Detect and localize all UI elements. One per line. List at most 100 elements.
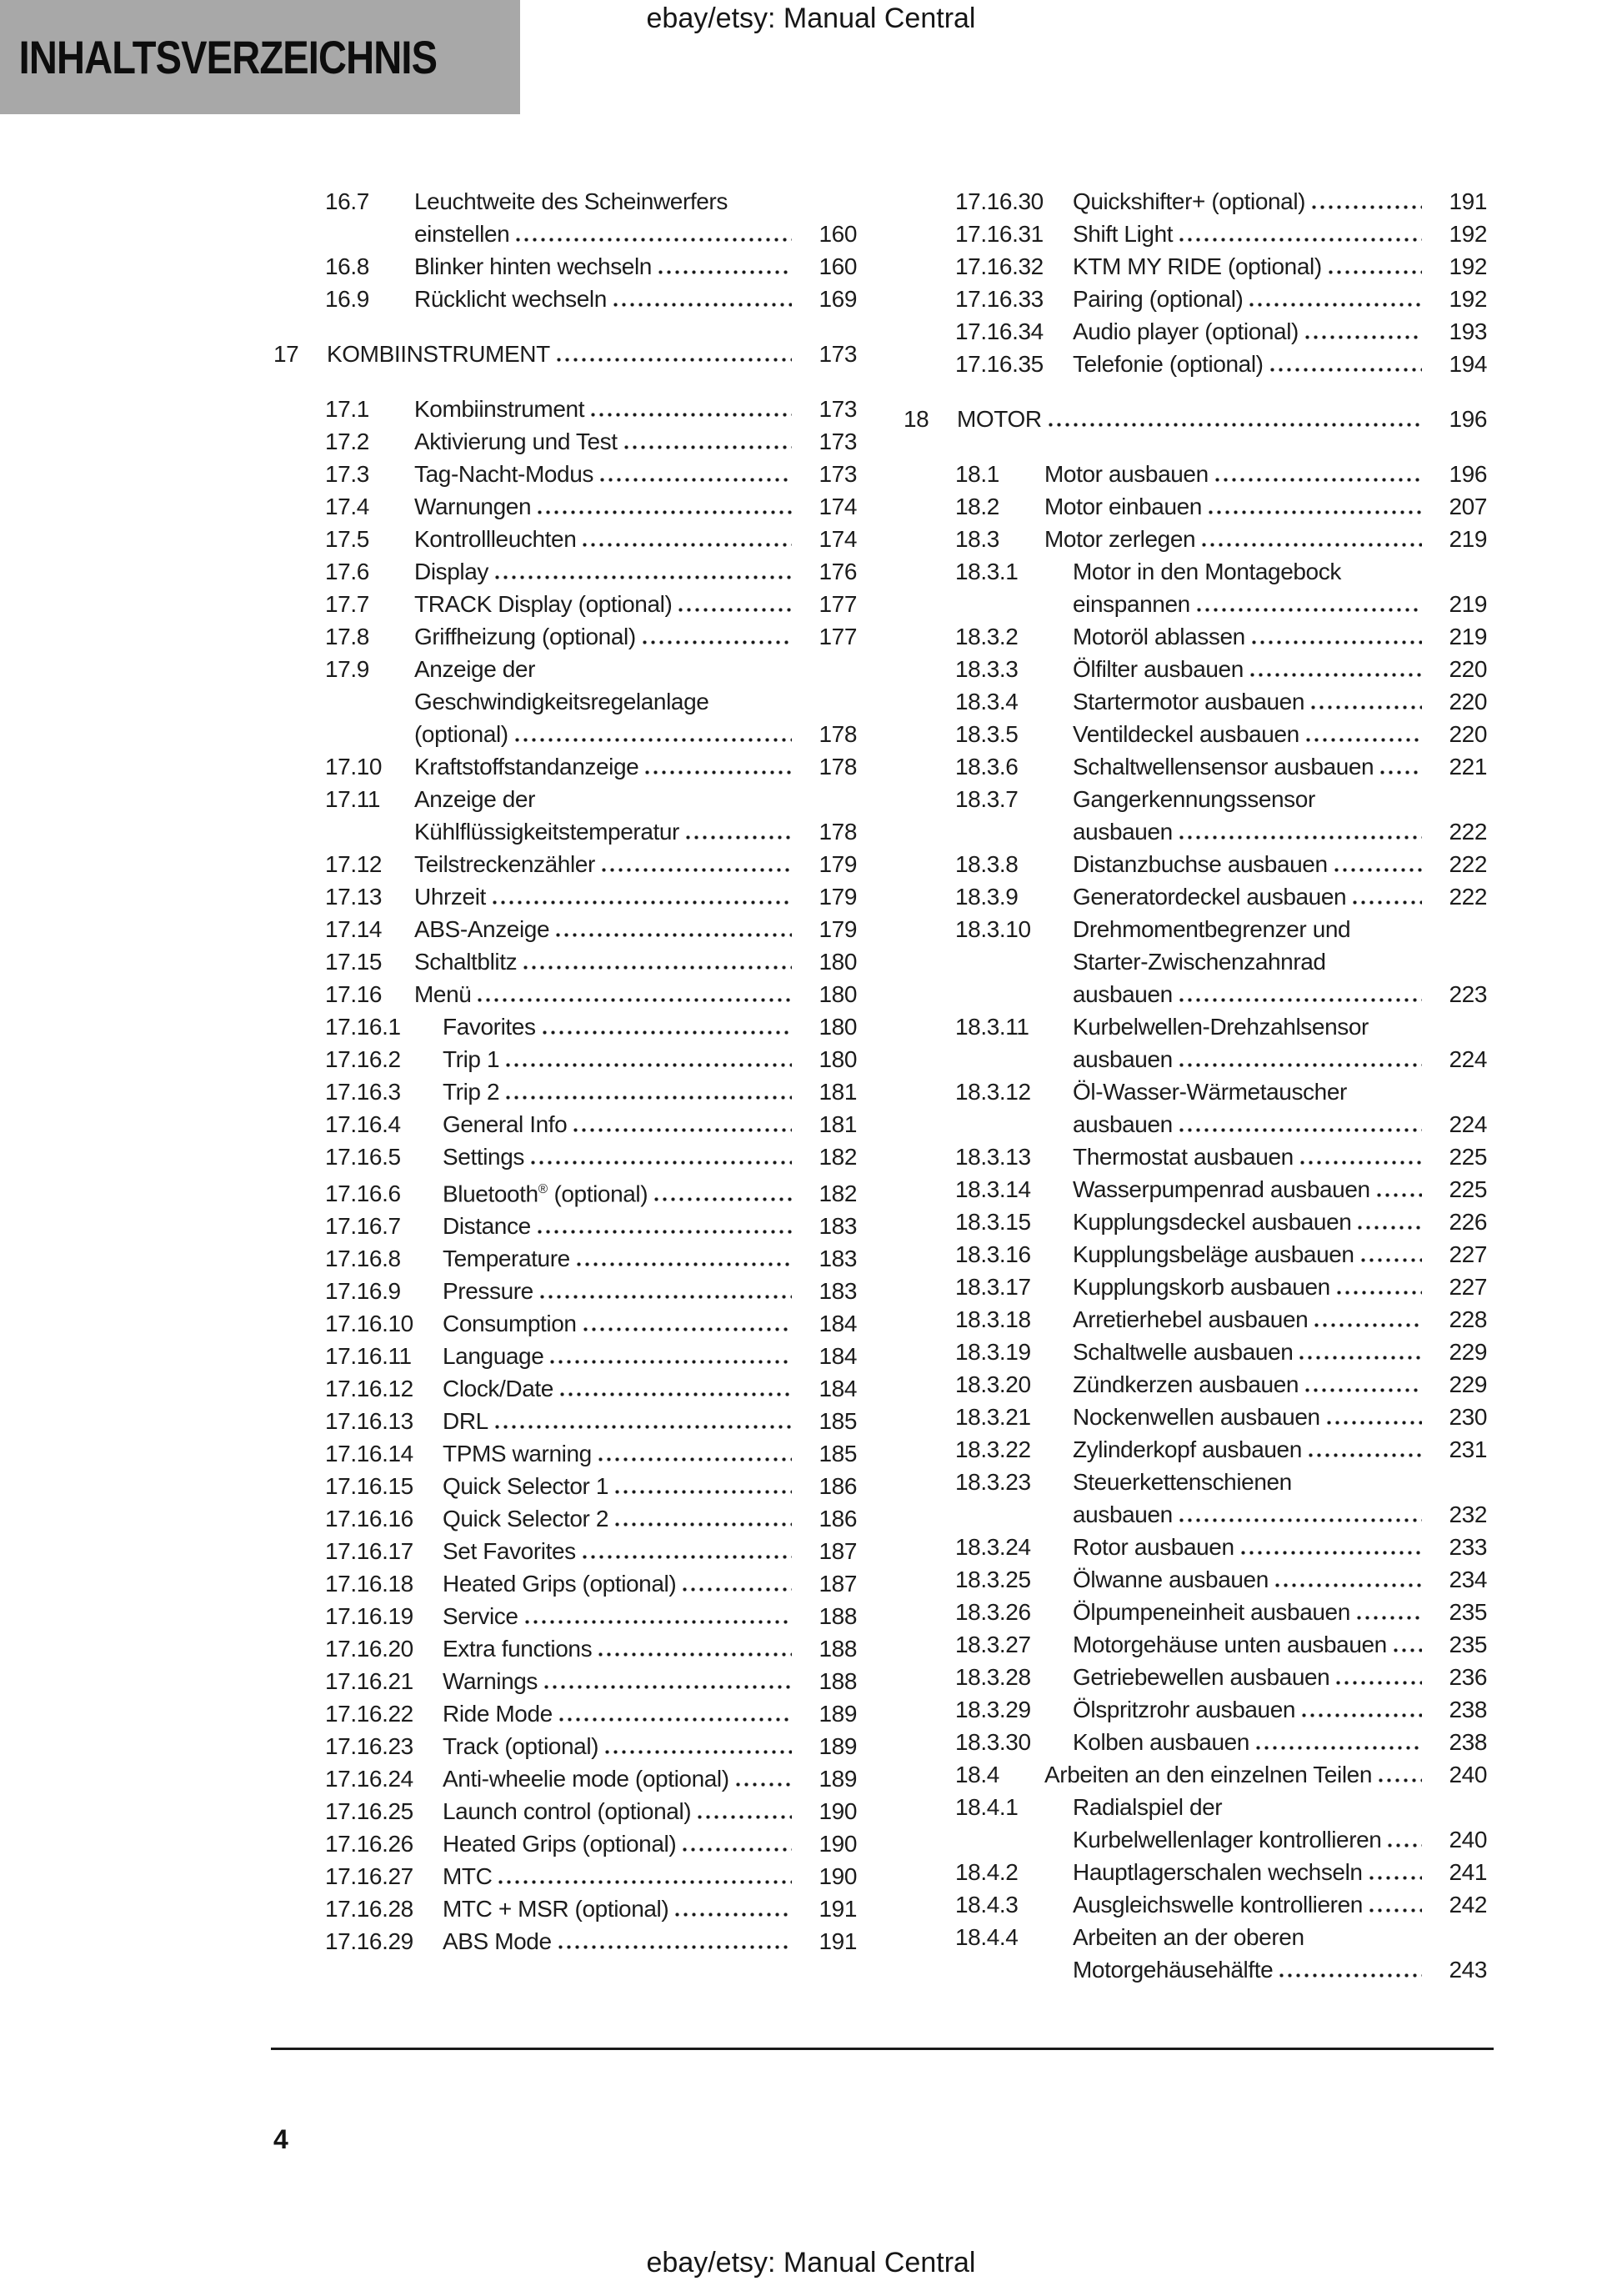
entry-title: DRL: [443, 1408, 488, 1435]
entry-number: 17.7: [325, 591, 369, 617]
entry-number: 18.3.22: [955, 1436, 1031, 1462]
toc-entry: 17.16.27 MTC 190: [273, 1860, 857, 1892]
entry-number: 18.4.2: [955, 1859, 1019, 1885]
entry-title: (optional): [414, 721, 508, 747]
toc-entry: 17.16.11 Language 184: [273, 1340, 857, 1372]
toc-entry-line: 18.3.22 Zylinderkopf ausbauen 231: [904, 1433, 1487, 1466]
entry-number: 18.4.3: [955, 1892, 1019, 1918]
entry-number: 18.3.9: [955, 884, 1019, 910]
entry-page: 178: [819, 754, 857, 780]
dot-leader: [1305, 738, 1422, 742]
dot-leader: [1326, 1421, 1422, 1425]
toc-entry-line: 17.13 Uhrzeit 179: [273, 880, 857, 913]
toc-entry-line: 18.3.8 Distanzbuchse ausbauen 222: [904, 848, 1487, 880]
entry-page: 180: [819, 1014, 857, 1040]
entry-page: 229: [1449, 1371, 1487, 1397]
toc-entry-line: 18.3.18 Arretierhebel ausbauen 228: [904, 1303, 1487, 1336]
dot-leader: [1311, 705, 1422, 709]
entry-title: Motor in den Montagebock: [1073, 559, 1341, 584]
entry-page: 182: [819, 1144, 857, 1170]
dot-leader: [1358, 1226, 1422, 1230]
toc-entry: 18.3.15 Kupplungsdeckel ausbauen 226: [904, 1206, 1487, 1238]
entry-page: 160: [819, 221, 857, 247]
entry-number: 18.3.17: [955, 1274, 1031, 1300]
entry-title: Favorites: [443, 1014, 536, 1040]
entry-title: Consumption: [443, 1311, 577, 1337]
entry-title: Arbeiten an den einzelnen Teilen: [1044, 1762, 1372, 1787]
entry-title: Trip 1: [443, 1046, 500, 1072]
dot-leader: [1214, 478, 1422, 482]
toc-entry: 17.11 Anzeige der Kühlflüssigkeitstemperat…: [273, 783, 857, 848]
entry-page: 221: [1449, 754, 1487, 780]
entry-number: 17.2: [325, 429, 369, 454]
entry-number: 18.3.20: [955, 1371, 1031, 1397]
toc-column-left: 16.7 Leuchtweite des Scheinwerfers einstel…: [273, 185, 857, 1958]
toc-entry-line: 18.3.13 Thermostat ausbauen 225: [904, 1140, 1487, 1173]
entry-page: 180: [819, 949, 857, 975]
dot-leader: [576, 1262, 792, 1267]
registered-mark: ®: [538, 1182, 548, 1196]
toc-entry-line: 18.3.25 Ölwanne ausbauen 234: [904, 1563, 1487, 1596]
entry-title: Pairing (optional): [1073, 286, 1244, 312]
toc-entry: 17.15 Schaltblitz 180: [273, 945, 857, 978]
entry-number: 16.7: [325, 188, 369, 214]
entry-number: 18.3.19: [955, 1339, 1031, 1365]
entry-title: Motorgehäusehälfte: [1073, 1957, 1274, 1983]
page-footer-title: ebay/etsy: Manual Central: [646, 2247, 976, 2278]
dot-leader: [601, 868, 792, 872]
entry-page: 219: [1449, 526, 1487, 552]
toc-entry: 18.3.22 Zylinderkopf ausbauen 231: [904, 1433, 1487, 1466]
entry-title: Motor einbauen: [1044, 494, 1202, 519]
entry-title: Distance: [443, 1213, 531, 1240]
toc-entry: 17.9 Anzeige der Geschwindigkeitsregelanla…: [273, 653, 857, 750]
entry-title: Tag-Nacht-Modus: [414, 461, 593, 487]
toc-entry: 17.10 Kraftstoffstandanzeige 178: [273, 750, 857, 783]
toc-entry-line: 17.16.11 Language 184: [273, 1340, 857, 1372]
toc-entry-line: 17.16.16 Quick Selector 2 186: [273, 1502, 857, 1535]
toc-entry-line: 17.16.10 Consumption 184: [273, 1307, 857, 1340]
entry-title: Kombiinstrument: [414, 396, 585, 422]
dot-leader: [1274, 1583, 1422, 1587]
entry-number: 18.3.16: [955, 1241, 1031, 1267]
entry-page: 232: [1449, 1501, 1487, 1527]
dot-leader: [583, 1327, 792, 1332]
toc-entry-line: 17.16.22 Ride Mode 189: [273, 1697, 857, 1730]
entry-title: Schaltblitz: [414, 949, 518, 975]
entry-number: 17.16.18: [325, 1571, 413, 1597]
toc-entry: 18.3.2 Motoröl ablassen 219: [904, 620, 1487, 653]
dot-leader: [1251, 640, 1422, 644]
toc-entry: 18.2 Motor einbauen 207: [904, 490, 1487, 523]
toc-entry-line: 18 MOTOR 196: [904, 403, 1487, 435]
entry-title: Language: [443, 1343, 544, 1370]
toc-entry: 17.16.14 TPMS warning 185: [273, 1437, 857, 1470]
entry-page: 179: [819, 916, 857, 942]
toc-entry-line: 17.7 TRACK Display (optional) 177: [273, 588, 857, 620]
entry-title: Teilstreckenzähler: [414, 851, 595, 877]
entry-number: 17.13: [325, 884, 383, 910]
entry-title: Blinker hinten wechseln: [414, 253, 652, 279]
toc-entry: 17.16.2 Trip 1 180: [273, 1043, 857, 1075]
dot-leader: [506, 1063, 792, 1067]
entry-page: 231: [1449, 1436, 1487, 1462]
toc-entry-line: 18.3.2 Motoröl ablassen 219: [904, 620, 1487, 653]
dot-leader: [605, 1750, 792, 1755]
toc-entry-line: 18.3.6 Schaltwellensensor ausbauen 221: [904, 750, 1487, 783]
entry-number: 18.3.6: [955, 754, 1019, 780]
entry-number: 17.16.35: [955, 351, 1044, 377]
toc-entry: 17.4 Warnungen 174: [273, 490, 857, 523]
entry-page: 184: [819, 1376, 857, 1402]
entry-page: 222: [1449, 884, 1487, 910]
entry-page: 240: [1449, 1762, 1487, 1787]
entry-number: 17.1: [325, 396, 369, 422]
toc-entry: 18.3.4 Startermotor ausbauen 220: [904, 685, 1487, 718]
dot-leader: [1328, 270, 1422, 274]
toc-entry: 17.16.26 Heated Grips (optional) 190: [273, 1827, 857, 1860]
toc-entry: 17.16.29 ABS Mode 191: [273, 1925, 857, 1958]
toc-entry-line: 18.3.4 Startermotor ausbauen 220: [904, 685, 1487, 718]
toc-entry-line: 17.16.17 Set Favorites 187: [273, 1535, 857, 1567]
entry-page: 233: [1449, 1534, 1487, 1560]
toc-entry: 16.9 Rücklicht wechseln 169: [273, 283, 857, 315]
dot-leader: [1255, 1746, 1422, 1750]
toc-entry-line: 18.3.28 Getriebewellen ausbauen 236: [904, 1661, 1487, 1693]
entry-page: 238: [1449, 1729, 1487, 1755]
